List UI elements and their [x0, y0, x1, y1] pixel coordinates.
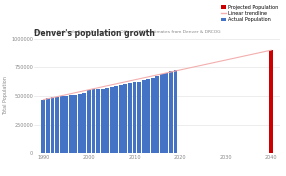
Bar: [133, 82, 136, 153]
Bar: [119, 85, 123, 153]
Bar: [69, 95, 73, 153]
Bar: [124, 84, 127, 153]
Bar: [146, 79, 150, 153]
Bar: [155, 76, 159, 153]
Bar: [46, 98, 50, 153]
Bar: [92, 89, 96, 153]
Bar: [164, 73, 168, 153]
Bar: [174, 70, 177, 153]
Bar: [64, 96, 68, 153]
Bar: [55, 97, 59, 153]
Bar: [269, 50, 273, 153]
Legend: Projected Population, Linear trendline, Actual Population: Projected Population, Linear trendline, …: [221, 5, 278, 23]
Bar: [41, 100, 45, 153]
Bar: [51, 97, 54, 153]
Bar: [128, 83, 132, 153]
Bar: [110, 87, 114, 153]
Text: Data from Colorado State Demography Office; 2020 estimates from Denver & DRCOG: Data from Colorado State Demography Offi…: [34, 30, 221, 34]
Bar: [78, 94, 82, 153]
Y-axis label: Total Population: Total Population: [3, 77, 8, 115]
Text: Denver's population growth: Denver's population growth: [34, 29, 155, 38]
Bar: [96, 89, 100, 153]
Bar: [169, 71, 173, 153]
Bar: [160, 74, 164, 153]
Bar: [105, 88, 109, 153]
Bar: [82, 93, 86, 153]
Bar: [137, 81, 141, 153]
Bar: [101, 89, 105, 153]
Bar: [151, 78, 155, 153]
Bar: [74, 95, 77, 153]
Bar: [142, 80, 146, 153]
Bar: [87, 90, 91, 153]
Bar: [114, 86, 118, 153]
Bar: [60, 96, 63, 153]
